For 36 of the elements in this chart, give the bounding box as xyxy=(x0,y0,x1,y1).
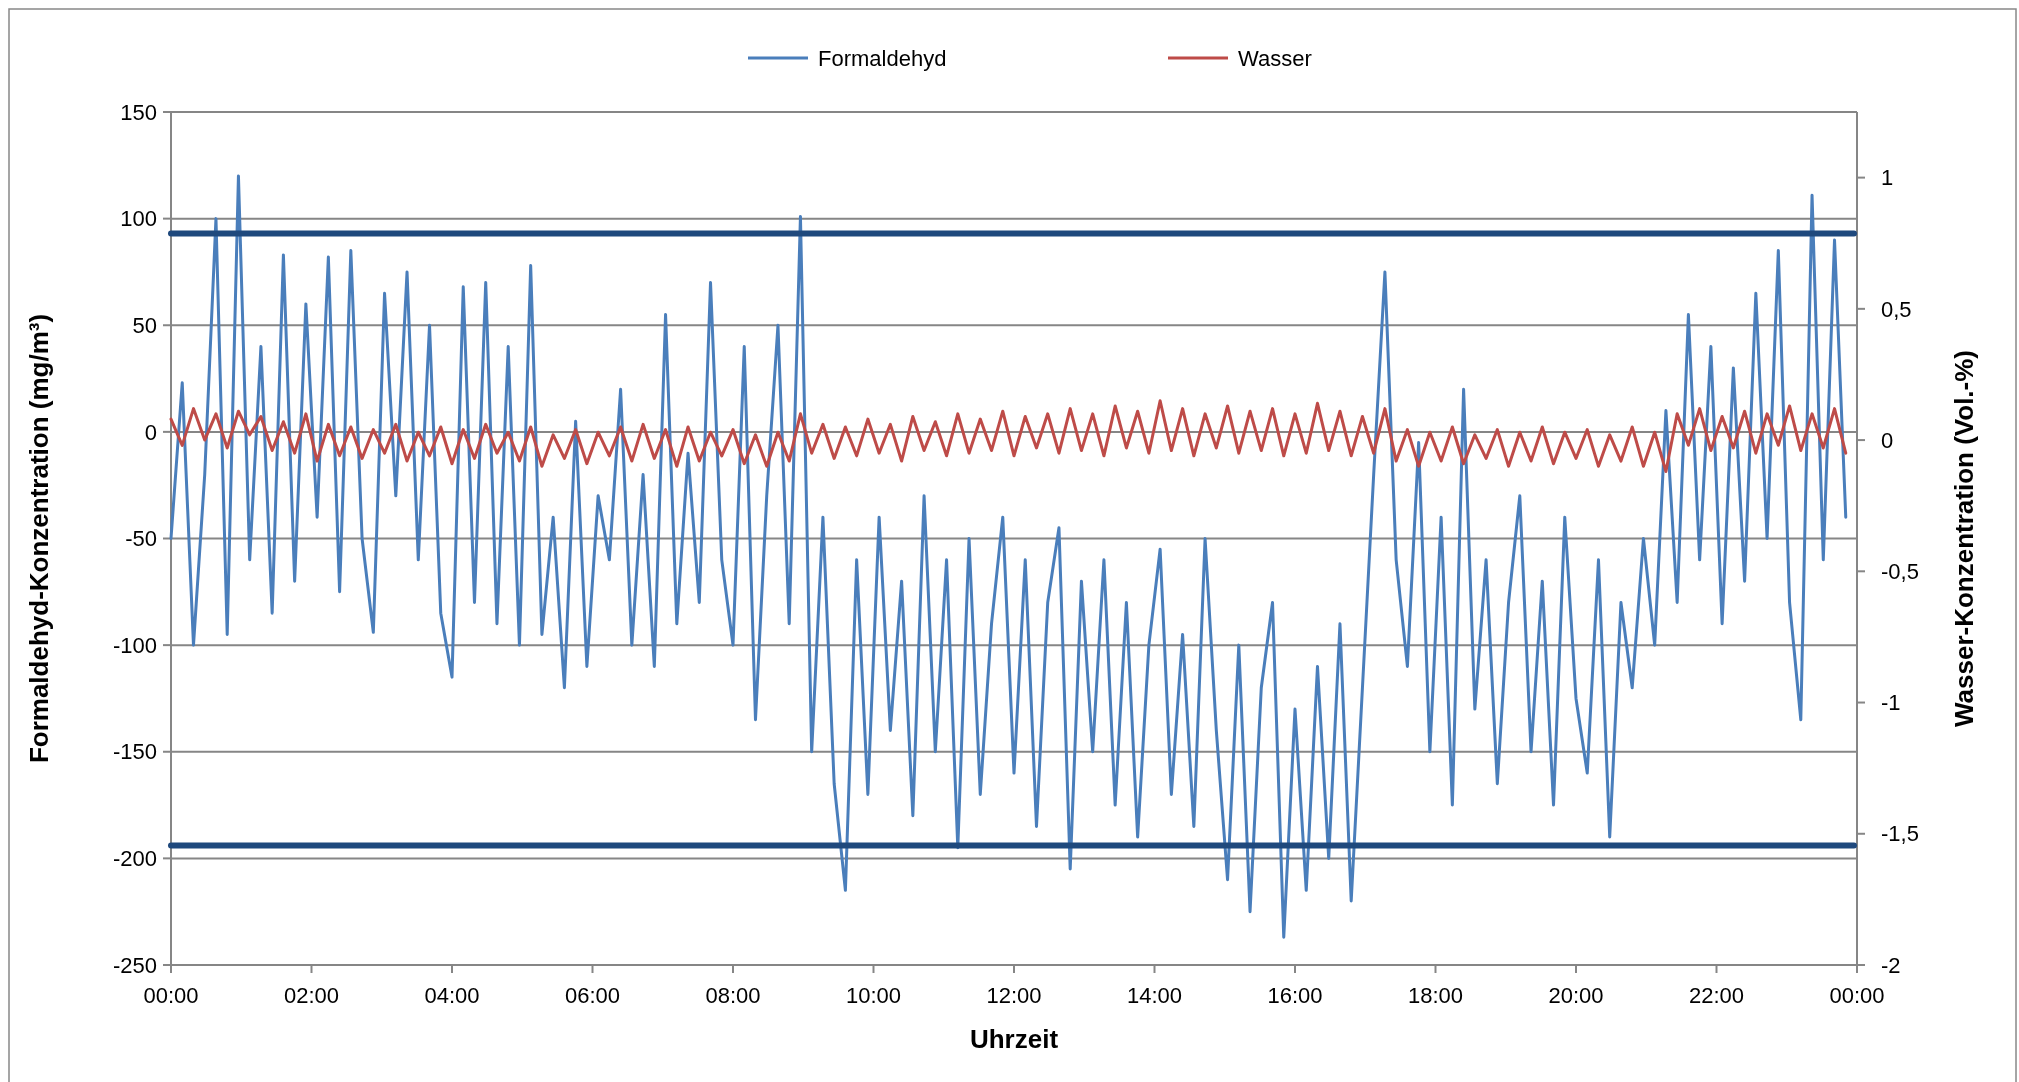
x-axis-title: Uhrzeit xyxy=(969,1024,1059,1054)
x-tick-label: 06:00 xyxy=(564,983,621,1008)
y-tick-label: 150 xyxy=(120,99,157,125)
y2-tick-label: 1 xyxy=(1881,165,1894,191)
y-tick-label: -200 xyxy=(112,846,157,872)
y-tick-label: -150 xyxy=(112,739,157,765)
y2-axis-title: Wasser-Konzentration (Vol.-%) xyxy=(1949,349,1979,728)
x-tick-label: 04:00 xyxy=(424,983,480,1008)
x-tick-label: 08:00 xyxy=(705,983,761,1008)
y-axis-title: Formaldehyd-Konzentration (mg/m³) xyxy=(24,313,54,764)
line-series xyxy=(169,399,1848,474)
y-tick-label: 100 xyxy=(120,206,157,232)
y2-tick-label: 0,5 xyxy=(1881,296,1912,322)
y2-tick-label: -0,5 xyxy=(1881,559,1919,585)
x-tick-label: 10:00 xyxy=(845,983,902,1008)
y-tick-label: 50 xyxy=(132,312,157,338)
legend-label: Wasser xyxy=(1238,45,1312,71)
line-series xyxy=(169,174,1848,939)
x-tick-label: 00:00 xyxy=(1829,983,1885,1008)
x-tick-label: 00:00 xyxy=(143,983,199,1008)
y2-tick-label: -2 xyxy=(1881,952,1901,978)
y-tick-label: 0 xyxy=(144,419,157,445)
x-tick-label: 16:00 xyxy=(1267,983,1323,1008)
x-tick-label: 18:00 xyxy=(1407,983,1464,1008)
legend-label: Formaldehyd xyxy=(818,45,947,71)
x-tick-label: 02:00 xyxy=(283,983,340,1008)
y2-tick-label: -1,5 xyxy=(1881,821,1919,847)
y2-tick-label: 0 xyxy=(1881,427,1894,453)
x-tick-label: 12:00 xyxy=(986,983,1042,1008)
y2-tick-label: -1 xyxy=(1881,690,1901,716)
x-tick-label: 14:00 xyxy=(1126,983,1183,1008)
x-tick-label: 22:00 xyxy=(1688,983,1745,1008)
y-tick-label: -250 xyxy=(112,952,157,978)
y-tick-label: -50 xyxy=(125,526,157,552)
x-tick-label: 20:00 xyxy=(1548,983,1604,1008)
y-tick-label: -100 xyxy=(112,632,157,658)
